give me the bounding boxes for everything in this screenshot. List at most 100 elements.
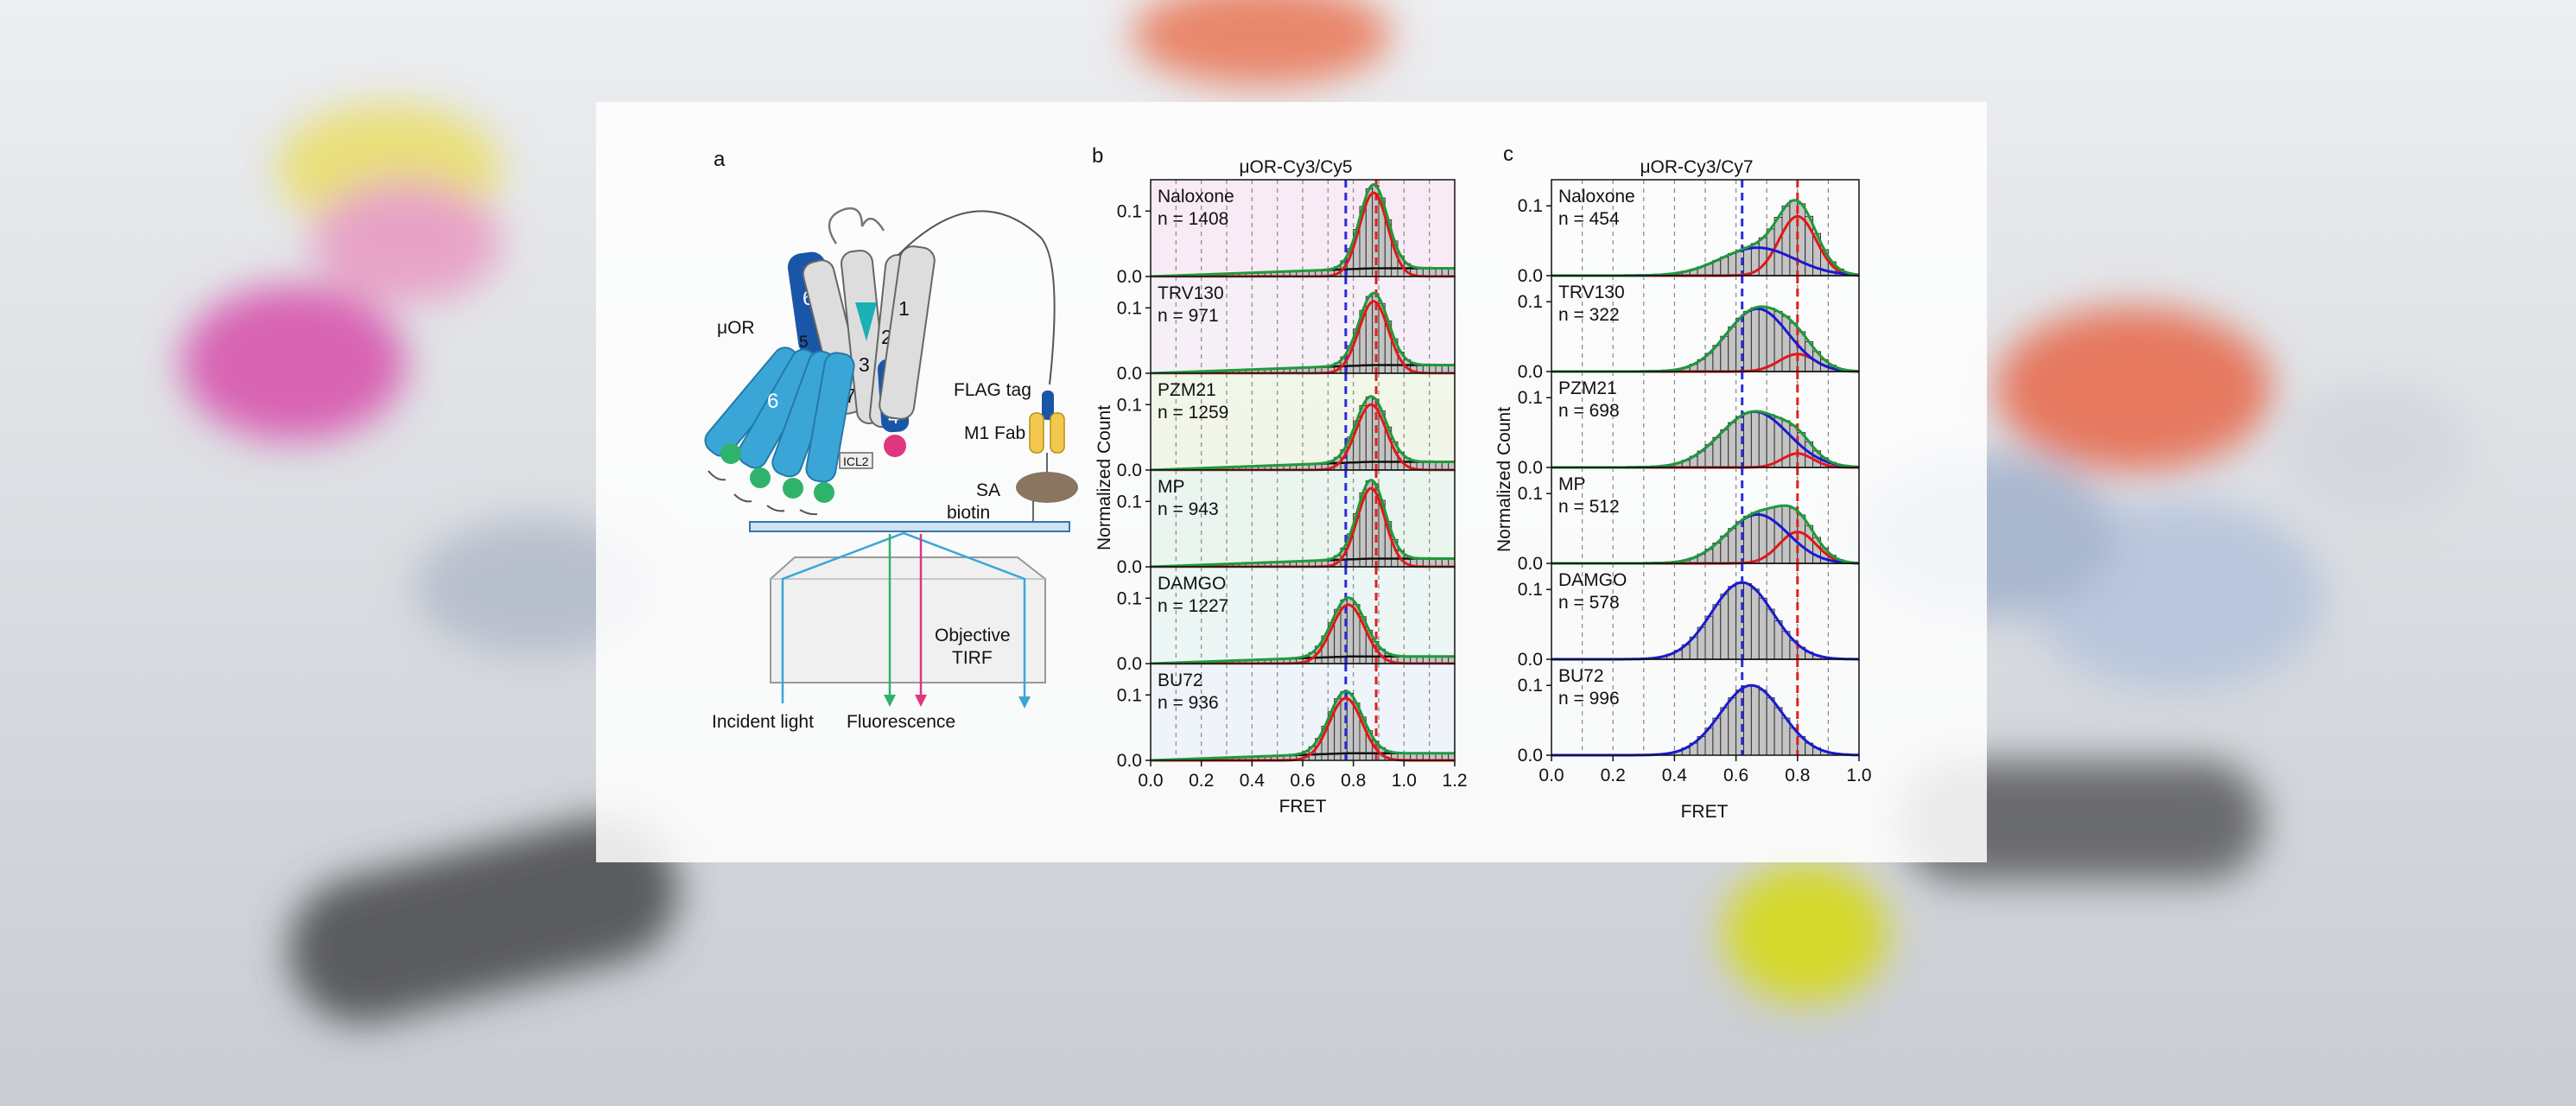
incident-light-path [781,531,1026,703]
histogram-bar [1781,206,1791,276]
histogram-bar [1720,429,1729,468]
glass-slide [749,521,1070,532]
panel-c-xlabel: FRET [1681,802,1729,822]
x-tick-label: 0.0 [1539,766,1564,785]
x-tick-label: 0.4 [1240,771,1266,791]
flag-tag-label: FLAG tag [954,380,1031,400]
helix-5-label: 5 [799,334,809,352]
row-condition-label: DAMGO [1158,574,1226,594]
histogram-bar [1720,594,1729,660]
y-tick-label: 0.0 [1518,554,1543,574]
fluorescence-label: Fluorescence [847,712,955,732]
pill-magenta [181,285,406,441]
total-fit [1150,596,1455,665]
histogram-bar [1766,414,1775,468]
helix-3-label: 3 [859,353,870,376]
histogram-bar [1773,505,1783,564]
y-tick-label: 0.1 [1518,676,1543,696]
y-tick-label: 0.1 [1117,588,1142,608]
y-tick-label: 0.0 [1518,458,1543,478]
row-count-label: n = 512 [1558,497,1620,517]
muor-label: μOR [717,318,755,338]
y-tick-label: 0.1 [1117,201,1142,221]
row-condition-label: DAMGO [1558,570,1627,590]
histogram-bar [1728,697,1737,756]
row-condition-label: TRV130 [1558,283,1625,302]
y-tick-label: 0.0 [1518,650,1543,670]
histogram-bar [1728,422,1737,468]
histogram-bar [1766,608,1775,660]
panel-b-xlabel: FRET [1279,797,1327,817]
panel-b-row-5: 0.0 0.1 BU72 n = 936 [1117,663,1456,771]
x-tick-label: 1.2 [1442,771,1467,791]
y-tick-label: 0.0 [1117,267,1142,287]
y-tick-label: 0.1 [1518,292,1543,312]
row-count-label: n = 943 [1158,499,1219,519]
objective-lens [770,556,1046,683]
panel-c-row-5: 0.0 0.1 BU72 n = 996 [1518,658,1860,766]
green-dye-2 [750,467,771,488]
sa-label: SA [976,480,1000,500]
row-count-label: n = 1408 [1158,209,1228,229]
flag-tag-shape [1042,391,1054,420]
y-tick-label: 0.0 [1518,266,1543,286]
y-tick-label: 0.1 [1117,395,1142,415]
histogram-bar [1758,597,1767,660]
histogram-bar [1728,528,1737,564]
histogram-bar [1728,326,1737,372]
y-tick-label: 0.1 [1518,580,1543,600]
histogram-bar [1743,515,1752,564]
fab-right [1050,412,1065,454]
row-count-label: n = 578 [1558,593,1620,613]
histogram-bar [1728,586,1737,660]
x-tick-label: 0.2 [1601,766,1626,785]
row-condition-label: Naloxone [1158,187,1234,207]
pill-orange-right [1995,307,2272,471]
panel-c-letter: c [1503,143,1513,166]
fab-left [1029,412,1044,454]
x-tick-label: 0.2 [1189,771,1214,791]
row-condition-label: PZM21 [1158,380,1216,400]
row-count-label: n = 322 [1558,305,1620,325]
icl2-box [839,452,873,469]
panel-b-row-1: 0.0 0.1 TRV130 n = 971 [1117,276,1456,384]
green-arrow [884,695,896,707]
histogram-bar [1743,685,1752,756]
y-tick-label: 0.0 [1117,461,1142,480]
histogram-bar [1750,512,1760,564]
y-tick-label: 0.0 [1117,364,1142,384]
histogram-bar [1758,306,1767,372]
y-tick-label: 0.1 [1117,685,1142,705]
histogram-bar [1743,246,1752,276]
row-condition-label: Naloxone [1558,187,1635,207]
panel-a-letter: a [714,148,726,171]
helix-6-conformations: 6 5 [704,334,855,483]
panel-c: c μOR-Cy3/Cy7 FRET Normalized Count 0.00… [1494,143,1872,822]
extracellular-loop [828,207,885,245]
panel-b-row-2: 0.0 0.1 PZM21 n = 1259 [1117,372,1456,480]
x-tick-label: 0.4 [1662,766,1688,785]
histogram-bar [1750,685,1760,756]
motion-marks [707,470,818,516]
x-tick-label: 1.0 [1392,771,1417,791]
row-count-label: n = 1227 [1158,596,1228,616]
histogram-bar [1720,256,1729,276]
x-tick-label: 1.0 [1846,766,1871,785]
pill-lime [1723,864,1888,1002]
histogram-bar [1758,237,1767,276]
row-condition-label: MP [1158,477,1185,497]
total-fit [1150,182,1455,278]
ligand-wedge [855,302,877,341]
histogram-bar [1728,252,1737,276]
y-tick-label: 0.1 [1117,298,1142,318]
y-tick-label: 0.0 [1518,362,1543,382]
histogram-bar [1750,307,1760,372]
y-tick-label: 0.0 [1117,557,1142,577]
panel-c-title: μOR-Cy3/Cy7 [1640,157,1753,177]
icl2-label: ICL2 [843,454,869,468]
histogram-bar [1712,436,1722,468]
green-dye-1 [720,443,741,464]
histogram-bar [1743,412,1752,468]
